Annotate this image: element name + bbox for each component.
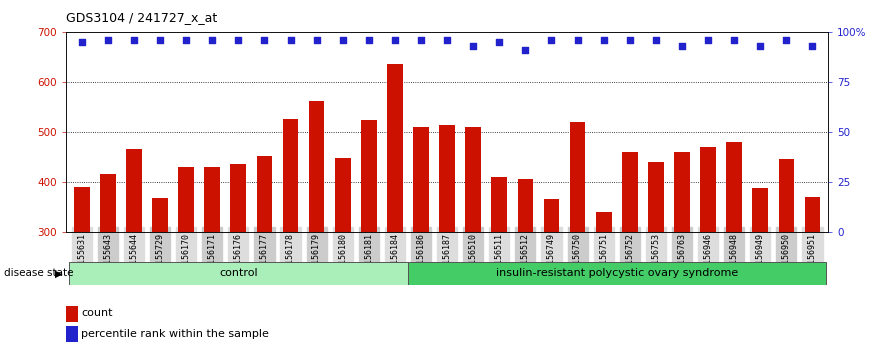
Bar (648, 162, 663, 232)
Point (518, 47, 532, 53)
Bar (361, 120, 377, 232)
Point (179, 37, 193, 43)
Bar (178, 167, 194, 232)
Point (284, 37, 298, 43)
Bar (674, 152, 690, 232)
Point (544, 37, 559, 43)
Bar (100, 175, 115, 232)
Bar (700, 147, 716, 232)
Bar (622, 152, 638, 232)
Bar (544, 199, 559, 232)
Point (805, 43, 819, 49)
Point (362, 37, 376, 43)
Point (675, 43, 689, 49)
Bar (66, 326, 78, 342)
Point (623, 37, 637, 43)
Text: GDS3104 / 241727_x_at: GDS3104 / 241727_x_at (66, 11, 218, 24)
Text: ▶: ▶ (55, 268, 63, 278)
Bar (308, 101, 324, 232)
Point (232, 37, 246, 43)
Bar (204, 167, 220, 232)
Text: disease state: disease state (4, 268, 74, 278)
Point (780, 37, 794, 43)
Point (466, 43, 480, 49)
Bar (440, 125, 455, 232)
Bar (231, 164, 246, 232)
Bar (335, 158, 351, 232)
Bar (387, 64, 403, 232)
Text: percentile rank within the sample: percentile rank within the sample (81, 329, 270, 339)
Point (153, 37, 167, 43)
Bar (69, 262, 408, 285)
Bar (517, 179, 533, 232)
Bar (413, 127, 429, 232)
Bar (570, 122, 586, 232)
Point (753, 43, 767, 49)
Text: insulin-resistant polycystic ovary syndrome: insulin-resistant polycystic ovary syndr… (496, 268, 738, 279)
Point (75, 39, 89, 45)
Bar (256, 156, 272, 232)
Bar (152, 198, 168, 232)
Bar (779, 159, 794, 232)
Point (414, 37, 428, 43)
Bar (726, 142, 742, 232)
Point (100, 37, 115, 43)
Text: control: control (219, 268, 257, 279)
Point (492, 39, 507, 45)
Point (309, 37, 323, 43)
Point (127, 37, 141, 43)
Bar (804, 197, 820, 232)
Bar (283, 119, 299, 232)
Bar (492, 177, 507, 232)
Point (727, 37, 741, 43)
Bar (126, 149, 142, 232)
Point (701, 37, 715, 43)
Bar (74, 187, 90, 232)
Point (336, 37, 350, 43)
Point (257, 37, 271, 43)
Point (648, 37, 663, 43)
Bar (408, 262, 825, 285)
Bar (465, 127, 481, 232)
Point (440, 37, 454, 43)
Point (388, 37, 402, 43)
Bar (752, 188, 768, 232)
Text: count: count (81, 308, 113, 318)
Bar (66, 306, 78, 321)
Bar (596, 212, 611, 232)
Point (571, 37, 585, 43)
Point (596, 37, 611, 43)
Point (205, 37, 219, 43)
